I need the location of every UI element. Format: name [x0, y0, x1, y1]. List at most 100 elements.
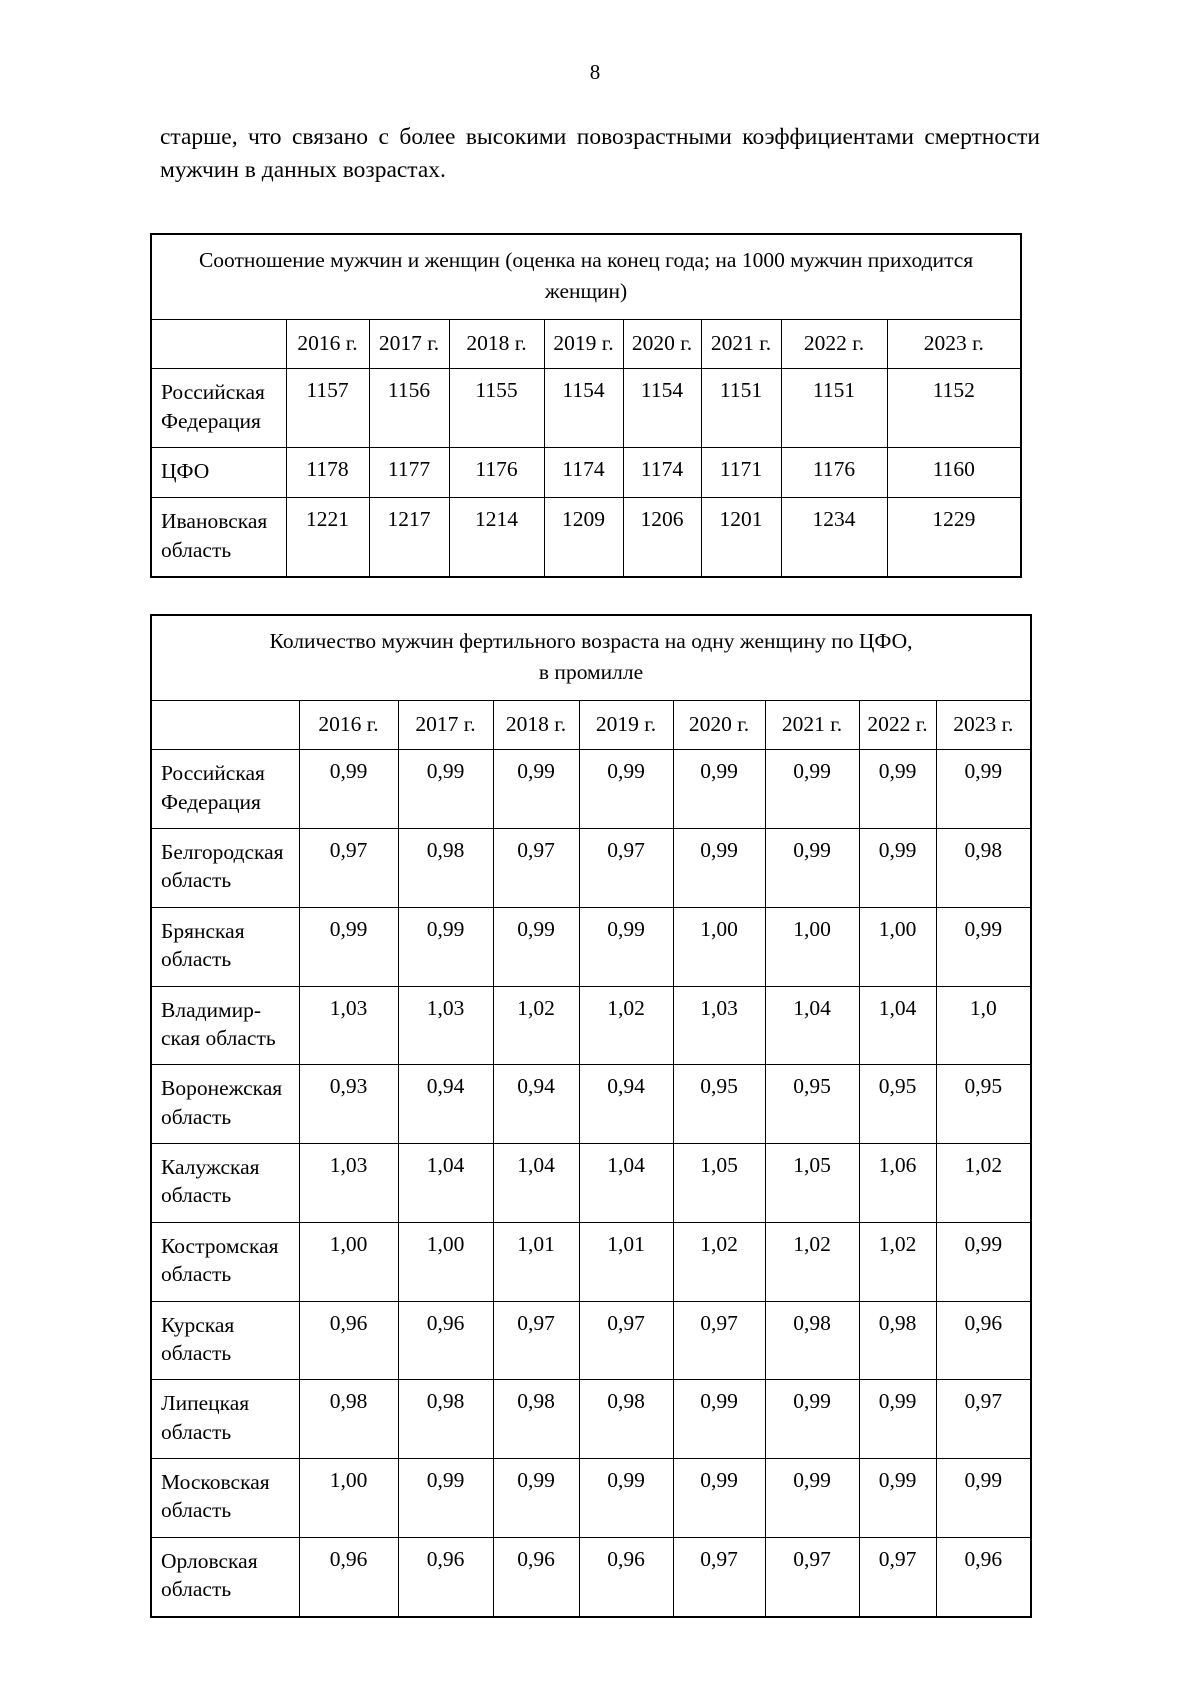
value-cell: 1,00 [764, 906, 860, 987]
table-row: Российская Федерация 1157 1156 1155 1154 1154… [150, 368, 1022, 448]
value-cell: 0,97 [764, 1536, 860, 1618]
value-cell: 0,98 [397, 828, 494, 908]
year-header-cell: 2019 г. [578, 700, 674, 751]
value-cell: 1,02 [764, 1221, 860, 1302]
value-cell: 1,01 [492, 1221, 580, 1302]
value-cell: 1,03 [672, 985, 766, 1066]
table-header-row: 2016 г. 2017 г. 2018 г. 2019 г. 2020 г. 2021 … [150, 319, 1022, 370]
row-label-cell: ЦФО [150, 446, 287, 499]
value-cell: 0,99 [764, 1458, 860, 1538]
value-cell: 0,96 [298, 1300, 399, 1381]
table-row: Белгородская область 0,97 0,98 0,97 0,97 0,99… [150, 828, 1032, 908]
body-paragraph: старше, что связано с более высокими пов… [160, 124, 1040, 183]
corner-cell [150, 319, 287, 370]
value-cell: 1,06 [858, 1143, 937, 1223]
year-header-cell: 2020 г. [622, 319, 702, 370]
value-cell: 1151 [780, 368, 888, 448]
value-cell: 1154 [622, 368, 702, 448]
row-label-cell: Ивановская область [150, 497, 287, 578]
value-cell: 0,96 [578, 1536, 674, 1618]
value-cell: 1234 [780, 497, 888, 578]
value-cell: 0,96 [397, 1300, 494, 1381]
value-cell: 1,04 [578, 1143, 674, 1223]
value-cell: 1174 [622, 446, 702, 499]
value-cell: 1,00 [298, 1458, 399, 1538]
value-cell: 0,97 [672, 1300, 766, 1381]
value-cell: 0,99 [492, 906, 580, 987]
value-cell: 1,05 [764, 1143, 860, 1223]
year-header-cell: 2022 г. [858, 700, 937, 751]
year-header-cell: 2021 г. [700, 319, 782, 370]
value-cell: 0,95 [672, 1064, 766, 1145]
value-cell: 1154 [543, 368, 624, 448]
row-label-cell: Московская область [150, 1458, 300, 1538]
value-cell: 1,04 [397, 1143, 494, 1223]
value-cell: 0,94 [492, 1064, 580, 1145]
value-cell: 0,98 [858, 1300, 937, 1381]
table-row: Орловская область 0,96 0,96 0,96 0,96 0,97 0,9… [150, 1536, 1032, 1618]
value-cell: 0,98 [492, 1379, 580, 1460]
year-header-cell: 2019 г. [543, 319, 624, 370]
row-label-cell: Белгородская область [150, 828, 300, 908]
sex-ratio-table: Соотношение мужчин и женщин (оценка на к… [150, 232, 1023, 578]
value-cell: 0,98 [578, 1379, 674, 1460]
year-header-cell: 2020 г. [672, 700, 766, 751]
value-cell: 0,97 [672, 1536, 766, 1618]
value-cell: 0,99 [578, 1458, 674, 1538]
value-cell: 1,03 [298, 985, 399, 1066]
year-header-cell: 2017 г. [397, 700, 494, 751]
value-cell: 0,96 [492, 1536, 580, 1618]
value-cell: 1229 [886, 497, 1022, 578]
value-cell: 1,04 [764, 985, 860, 1066]
value-cell: 0,99 [935, 906, 1032, 987]
table-row: Владимир- ская область 1,03 1,03 1,02 1,02 1,… [150, 985, 1032, 1066]
value-cell: 1,01 [578, 1221, 674, 1302]
row-label-cell: Калужская область [150, 1143, 300, 1223]
year-header-cell: 2017 г. [368, 319, 450, 370]
value-cell: 0,99 [858, 828, 937, 908]
table-title-row: Количество мужчин фертильного возраста н… [150, 614, 1032, 702]
value-cell: 1155 [448, 368, 545, 448]
value-cell: 1,04 [858, 985, 937, 1066]
value-cell: 1221 [285, 497, 370, 578]
value-cell: 1176 [780, 446, 888, 499]
year-header-cell: 2018 г. [448, 319, 545, 370]
value-cell: 0,99 [858, 1458, 937, 1538]
value-cell: 1217 [368, 497, 450, 578]
row-label-cell: Воронежская область [150, 1064, 300, 1145]
table-row: Брянская область 0,99 0,99 0,99 0,99 1,00 1,00… [150, 906, 1032, 987]
value-cell: 0,94 [578, 1064, 674, 1145]
value-cell: 0,98 [764, 1300, 860, 1381]
year-header-cell: 2016 г. [285, 319, 370, 370]
table-title-row: Соотношение мужчин и женщин (оценка на к… [150, 233, 1022, 321]
value-cell: 0,99 [764, 749, 860, 830]
table-row: Ивановская область 1221 1217 1214 1209 1206 12… [150, 497, 1022, 578]
table-title: Количество мужчин фертильного возраста н… [150, 614, 1032, 702]
row-label-cell: Липецкая область [150, 1379, 300, 1460]
value-cell: 0,94 [397, 1064, 494, 1145]
row-label-cell: Костромская область [150, 1221, 300, 1302]
year-header-cell: 2016 г. [298, 700, 399, 751]
value-cell: 0,93 [298, 1064, 399, 1145]
value-cell: 1178 [285, 446, 370, 499]
value-cell: 1,02 [578, 985, 674, 1066]
value-cell: 0,99 [578, 906, 674, 987]
value-cell: 0,99 [672, 1458, 766, 1538]
row-label-cell: Российская Федерация [150, 368, 287, 448]
table-title: Соотношение мужчин и женщин (оценка на к… [150, 233, 1022, 321]
value-cell: 1171 [700, 446, 782, 499]
value-cell: 0,98 [935, 828, 1032, 908]
value-cell: 0,99 [935, 749, 1032, 830]
value-cell: 0,97 [298, 828, 399, 908]
value-cell: 0,99 [578, 749, 674, 830]
value-cell: 0,95 [858, 1064, 937, 1145]
value-cell: 0,99 [672, 1379, 766, 1460]
value-cell: 0,96 [298, 1536, 399, 1618]
year-header-cell: 2023 г. [935, 700, 1032, 751]
row-label-cell: Орловская область [150, 1536, 300, 1618]
value-cell: 0,99 [858, 749, 937, 830]
table-row: Калужская область 1,03 1,04 1,04 1,04 1,05 1,0… [150, 1143, 1032, 1223]
value-cell: 0,98 [298, 1379, 399, 1460]
value-cell: 0,99 [397, 749, 494, 830]
value-cell: 1,02 [492, 985, 580, 1066]
